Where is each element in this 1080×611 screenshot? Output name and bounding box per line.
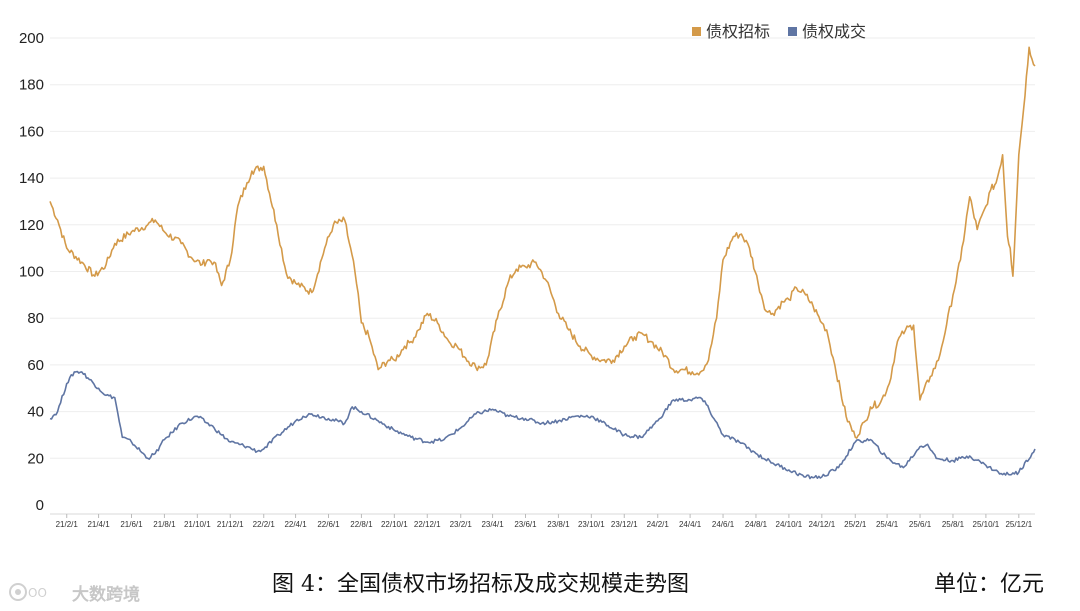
y-tick-label: 40 [27,404,44,421]
y-tick-label: 0 [36,497,44,514]
y-tick-label: 120 [19,217,44,234]
series-line-tender [49,46,1036,439]
x-tick-label: 23/2/1 [450,520,473,529]
x-tick-label: 23/10/1 [578,520,605,529]
x-tick-label: 25/8/1 [942,520,965,529]
y-tick-label: 160 [19,123,44,140]
x-tick-label: 22/4/1 [284,520,307,529]
y-tick-label: 140 [19,170,44,187]
svg-text:OO: OO [28,586,47,600]
legend-label-0: 债权招标 [706,22,770,41]
x-tick-label: 22/6/1 [317,520,340,529]
series-line-deal [49,370,1036,480]
x-tick-label: 25/6/1 [909,520,932,529]
x-tick-label: 24/8/1 [745,520,768,529]
figure-caption: 图 4：全国债权市场招标及成交规模走势图 [272,572,689,597]
x-tick-label: 24/10/1 [776,520,803,529]
line-chart: 0 20 40 60 80 100 120 140 160 180 200 21/2/1 21/4/1… [19,22,1036,529]
x-tick-label: 23/8/1 [547,520,570,529]
x-tick-label: 21/6/1 [120,520,143,529]
legend: 债权招标 债权成交 [692,22,866,41]
y-tick-label: 200 [19,30,44,47]
x-tick-label: 22/8/1 [350,520,373,529]
grid-lines [50,37,1035,459]
x-axis: 21/2/1 21/4/1 21/6/1 21/8/1 21/10/1 21/12/1 22… [50,513,1035,529]
x-tick-label: 21/12/1 [217,520,244,529]
series-group [49,46,1036,480]
watermark-logo-icon: OO [9,583,47,601]
x-tick-label: 22/2/1 [253,520,276,529]
x-tick-label: 25/12/1 [1005,520,1032,529]
legend-label-1: 债权成交 [802,22,866,41]
x-tick-label: 21/8/1 [153,520,176,529]
y-tick-label: 60 [27,357,44,374]
x-tick-label: 25/2/1 [844,520,867,529]
x-tick-label: 23/12/1 [611,520,638,529]
y-tick-label: 20 [27,450,44,467]
legend-swatch-0 [692,27,701,36]
x-tick-label: 24/6/1 [712,520,735,529]
x-tick-label: 21/2/1 [56,520,79,529]
y-tick-label: 180 [19,77,44,94]
y-tick-label: 100 [19,264,44,281]
x-tick-label: 25/4/1 [876,520,899,529]
x-tick-label: 23/6/1 [514,520,537,529]
x-tick-label: 21/4/1 [87,520,110,529]
x-tick-label: 24/2/1 [647,520,670,529]
legend-swatch-1 [788,27,797,36]
unit-label: 单位：亿元 [934,572,1045,597]
x-tick-label: 23/4/1 [481,520,504,529]
x-tick-label: 25/10/1 [973,520,1000,529]
x-tick-label: 24/12/1 [808,520,835,529]
x-tick-label: 22/12/1 [414,520,441,529]
x-tick-label: 22/10/1 [381,520,408,529]
x-tick-label: 21/10/1 [184,520,211,529]
y-axis: 0 20 40 60 80 100 120 140 160 180 200 [19,30,44,514]
watermark: OO 大数跨境 [8,578,148,606]
x-tick-label: 24/4/1 [679,520,702,529]
watermark-text: 大数跨境 [72,584,140,605]
y-tick-label: 80 [27,310,44,327]
